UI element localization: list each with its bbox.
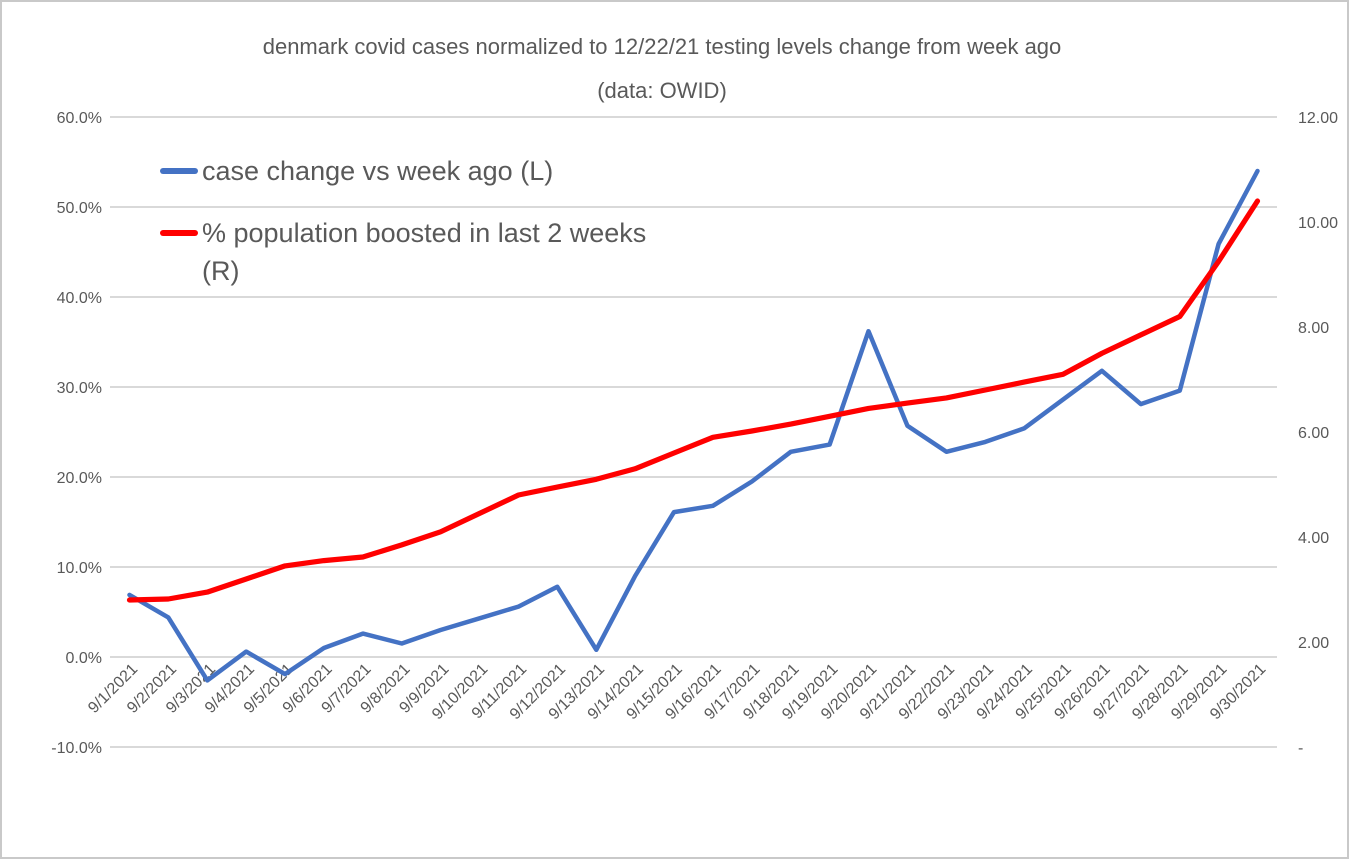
left-axis-tick-label: 50.0% bbox=[57, 200, 102, 217]
right-axis-tick-label: - bbox=[1298, 740, 1303, 757]
right-axis-tick-label: 10.00 bbox=[1298, 215, 1338, 232]
left-axis-tick-label: 20.0% bbox=[57, 470, 102, 487]
legend-entry-boosted: % population boosted in last 2 weeks (R) bbox=[160, 214, 680, 290]
chart-subtitle: (data: OWID) bbox=[597, 78, 727, 103]
left-axis-tick-label: -10.0% bbox=[51, 740, 102, 757]
chart-legend: case change vs week ago (L) % population… bbox=[160, 152, 680, 314]
left-axis-tick-label: 30.0% bbox=[57, 380, 102, 397]
left-axis-tick-label: 0.0% bbox=[66, 650, 102, 667]
legend-label: % population boosted in last 2 weeks (R) bbox=[202, 218, 647, 286]
legend-label: case change vs week ago (L) bbox=[202, 156, 554, 186]
right-axis-tick-label: 6.00 bbox=[1298, 425, 1329, 442]
left-axis-tick-label: 40.0% bbox=[57, 290, 102, 307]
right-axis-tick-label: 2.00 bbox=[1298, 635, 1329, 652]
legend-entry-case-change: case change vs week ago (L) bbox=[160, 152, 680, 190]
legend-line-swatch-blue-icon bbox=[160, 168, 198, 174]
chart-title: denmark covid cases normalized to 12/22/… bbox=[262, 34, 1062, 59]
left-axis-tick-label: 60.0% bbox=[57, 110, 102, 127]
series-line-boosted bbox=[126, 198, 1261, 603]
series-line-cases bbox=[127, 168, 1260, 683]
left-axis-tick-label: 10.0% bbox=[57, 560, 102, 577]
legend-line-swatch-red-icon bbox=[160, 230, 198, 236]
right-axis-tick-label: 4.00 bbox=[1298, 530, 1329, 547]
right-axis-tick-label: 12.00 bbox=[1298, 110, 1338, 127]
right-axis-tick-label: 8.00 bbox=[1298, 320, 1329, 337]
